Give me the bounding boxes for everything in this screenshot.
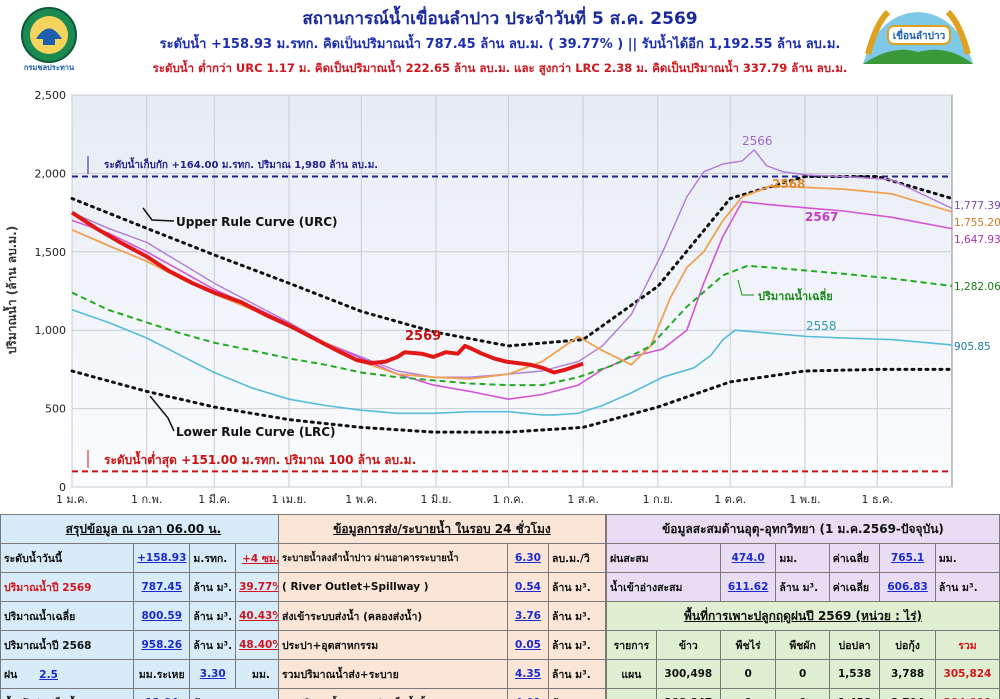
y-tick-label: 0 [59,481,66,494]
end-label-avg: 1,282.06 [954,281,1000,293]
hydro-title: ข้อมูลสะสมด้านอุตุ-อุทกวิทยา (1 ม.ค.2569… [606,514,1000,544]
crop-title-row: พื้นที่การเพาะปลูกฤดูฝนปี 2569 (หน่วย : … [606,601,1000,631]
hydro-crop-table: ข้อมูลสะสมด้านอุตุ-อุทกวิทยา (1 ม.ค.2569… [606,514,1000,699]
summary-row-level: ระดับน้ำวันนี้ +158.93 ม.รทก. +4 ซม. [0,543,287,573]
crop-row-plan: แผน 300,498 0 0 1,538 3,788 305,824 [606,659,1000,689]
label-2569: 2569 [405,329,441,344]
urc-annotation: Upper Rule Curve (URC) [176,215,338,229]
series-average [71,264,953,387]
release-row: รวมปริมาณน้ำส่ง+ระบาย 4.35 ล้าน ม³. [278,659,606,689]
release-row: ส่งเข้าระบบส่งน้ำ (คลองส่งน้ำ) 3.76 ล้าน ม… [278,601,606,631]
summary-row-average: ปริมาณน้ำเฉลี่ย 800.59 ล้าน ม³. 40.43% [0,601,287,631]
y-tick-label: 2,500 [35,89,67,102]
y-tick-label: 500 [45,403,66,416]
crop-header-row: รายการ ข้าว พืชไร่ พืชผัก บ่อปลา บ่อกุ้ง… [606,630,1000,660]
x-tick-label: 1 ม.ค. [56,493,88,506]
lrc-annotation: Lower Rule Curve (LRC) [176,425,336,439]
release-row: ระบายน้ำลงลำน้ำปาว ผ่านอาคารระบายน้ำ 6.30… [278,543,606,573]
urc-curve [70,175,954,348]
hydro-row-inflow: น้ำเข้าอ่างสะสม 611.62 ล้าน ม³. ค่าเฉลี่… [606,572,1000,602]
capacity-line-label: ระดับน้ำเก็บกัก +164.00 ม.รทก. ปริมาณ 1,… [104,157,378,171]
x-tick-label: 1 มี.ค. [198,493,230,506]
release-row: รวมปริมาณน้ำออกจากอ่างเก็บน้ำทั้งหมด4.91… [278,688,606,699]
x-tick-label: 1 ธ.ค. [861,493,893,506]
summary-row-volume-2568: ปริมาณน้ำปี 2568 958.26 ล้าน ม³. 48.40% [0,630,287,660]
label-2558: 2558 [806,319,837,333]
min-level-line-label: ระดับน้ำต่ำสุด +151.00 ม.รทก. ปริมาณ 100… [104,450,416,468]
series-2569 [70,210,584,375]
x-tick-label: 1 พ.ค. [345,493,377,506]
page-title: สถานการณ์น้ำเขื่อนลำปาว ประจำวันที่ 5 ส.… [302,9,698,29]
release-row: ประปา+อุตสาหกรรม 0.05 ล้าน ม³. [278,630,606,660]
header: กรมชลประทาน สถานการณ์น้ำเขื่อนลำปาว ประจ… [0,0,1000,80]
end-label-2558: 905.85 [954,341,991,353]
x-tick-label: 1 พ.ย. [789,493,820,506]
release-row: ( River Outlet+Spillway ) 0.54 ล้าน ม³. [278,572,606,602]
x-tick-label: 1 ก.ค. [493,493,525,506]
x-tick-label: 1 ส.ค. [567,493,599,506]
summary-table: สรุปข้อมูล ณ เวลา 06.00 น. ระดับน้ำวันนี… [0,514,287,699]
svg-text:เขื่อนลำปาว: เขื่อนลำปาว [893,28,946,42]
x-tick-label: 1 ต.ค. [714,493,746,506]
summary-row-volume-2569: ปริมาณน้ำปี 2569 787.45 ล้าน ม³. 39.77% [0,572,287,602]
y-axis-title: ปริมาณน้ำ (ล้าน ลบ.ม.) [2,226,19,354]
crop-row-result: ผล 298,847 0 0 1,458 3,794 304,099 [606,688,1000,699]
end-label-2566: 1,777.39 [954,200,1000,212]
royal-irrigation-logo: กรมชลประทาน [21,7,77,72]
x-tick-label: 1 มิ.ย. [420,493,451,506]
x-tick-label: 1 เม.ย. [272,493,307,506]
summary-row-inflow: น้ำเข้าอ่างเก็บน้ำ (Inflow) 12.04 ล้าน ม… [0,688,287,699]
lrc-curve [70,367,954,434]
dam-logo: เขื่อนลำปาว [863,9,973,64]
urc-pointer [142,207,175,222]
x-tick-label: 1 ก.พ. [131,493,162,506]
series-2566 [71,149,953,378]
hydro-row-rain: ฝนสะสม 474.0 มม. ค่าเฉลี่ย 765.1 มม. [606,543,1000,573]
label-2567: 2567 [805,210,838,224]
label-2566: 2566 [742,134,773,148]
avg-pointer [737,279,754,296]
x-tick-label: 1 ก.ย. [643,493,674,506]
series-2558 [71,309,953,416]
series-2568 [71,185,953,380]
y-tick-label: 1,500 [35,246,67,259]
water-volume-chart: 0 500 1,000 1,500 2,000 2,500 1 ม.ค. 1 ก.พ. 1 มี… [0,80,1000,512]
rule-curve-summary: ระดับน้ำ ต่ำกว่า URC 1.17 ม. คิดเป็นปริม… [152,61,848,75]
label-2568: 2568 [772,177,805,191]
y-tick-label: 2,000 [35,167,67,180]
release-table: ข้อมูลการส่ง/ระบายน้ำ ในรอบ 24 ชั่วโมง ร… [278,514,606,699]
release-title: ข้อมูลการส่ง/ระบายน้ำ ในรอบ 24 ชั่วโมง [278,514,606,544]
svg-text:กรมชลประทาน: กรมชลประทาน [24,63,75,72]
water-level-summary: ระดับน้ำ +158.93 ม.รทก. คิดเป็นปริมาณน้ำ… [159,37,841,52]
summary-title: สรุปข้อมูล ณ เวลา 06.00 น. [0,514,287,544]
summary-row-rain: ฝน 2.5 มม.ระเหย 3.30 มม. [0,659,287,689]
y-tick-label: 1,000 [35,324,67,337]
lrc-pointer [149,395,175,432]
end-label-2568: 1,755.20 [954,217,1000,229]
avg-label: ปริมาณน้ำเฉลี่ย [758,288,833,303]
end-label-2567: 1,647.93 [954,234,1000,246]
